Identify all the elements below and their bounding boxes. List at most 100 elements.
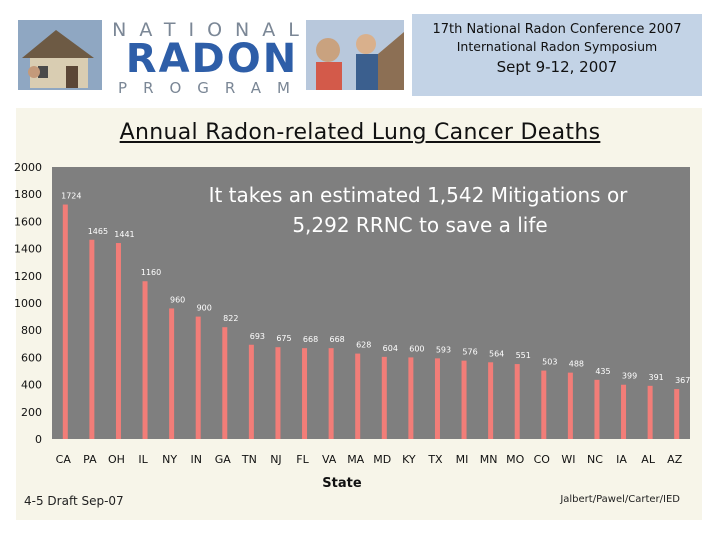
x-tick-label: TN <box>241 453 257 466</box>
x-tick-label: MA <box>347 453 364 466</box>
bar-mn <box>488 362 494 439</box>
x-tick-label: IA <box>616 453 627 466</box>
chart-title: Annual Radon-related Lung Cancer Deaths <box>119 120 601 145</box>
bar-va <box>328 348 334 439</box>
x-tick-label: IL <box>138 453 148 466</box>
data-label-nj: 675 <box>276 334 291 343</box>
data-label-in: 900 <box>197 304 212 313</box>
conference-dates: Sept 9-12, 2007 <box>496 58 618 76</box>
x-tick-label: NJ <box>270 453 281 466</box>
bar-ia <box>621 384 627 439</box>
chart-annotation-line2: 5,292 RRNC to save a life <box>292 213 547 237</box>
x-tick-label: CA <box>56 453 72 466</box>
bar-nc <box>594 379 600 439</box>
y-tick-label: 1000 <box>14 297 42 310</box>
data-label-fl: 668 <box>303 335 318 344</box>
bar-al <box>647 385 653 439</box>
x-tick-label: MO <box>506 453 524 466</box>
x-tick-label: MD <box>373 453 391 466</box>
footer-draft-note: 4-5 Draft Sep-07 <box>24 494 124 508</box>
bar-ky <box>408 357 414 439</box>
bar-ga <box>222 327 228 439</box>
bar-ny <box>169 308 175 439</box>
bar-in <box>195 316 201 439</box>
data-label-pa: 1465 <box>88 227 108 236</box>
data-label-va: 668 <box>329 335 344 344</box>
data-label-ky: 600 <box>409 344 424 353</box>
y-tick-label: 1400 <box>14 243 42 256</box>
x-tick-label: VA <box>322 453 337 466</box>
data-label-il: 1160 <box>141 268 161 277</box>
logo-main-text: RADON <box>126 36 298 82</box>
x-tick-label: AL <box>641 453 656 466</box>
bar-fl <box>302 348 308 439</box>
y-tick-label: 0 <box>35 433 42 446</box>
x-axis: CA PA OH IL NY IN GA TN NJ FL VA MA MD KY TX MI MN MO CO WI… <box>56 453 683 466</box>
bar-tx <box>434 358 440 439</box>
chart-annotation-line1: It takes an estimated 1,542 Mitigations … <box>209 183 629 207</box>
data-label-ga: 822 <box>223 314 238 323</box>
x-tick-label: MN <box>480 453 498 466</box>
conference-info-box: 17th National Radon Conference 2007 Inte… <box>412 14 702 96</box>
data-label-ia: 399 <box>622 372 637 381</box>
y-tick-label: 1200 <box>14 270 42 283</box>
bar-pa <box>89 239 95 439</box>
x-axis-label: State <box>322 476 362 491</box>
footer-authors: Jalbert/Pawel/Carter/IED <box>560 494 680 505</box>
x-tick-label: GA <box>215 453 232 466</box>
bar-oh <box>115 243 121 439</box>
bar-mi <box>461 360 467 439</box>
data-label-oh: 1441 <box>114 230 134 239</box>
y-tick-label: 800 <box>21 324 42 337</box>
x-tick-label: IN <box>190 453 201 466</box>
logo-bottom-text: PROGRAM <box>118 79 306 96</box>
data-label-az: 367 <box>675 376 690 385</box>
plot-area <box>52 167 690 439</box>
x-tick-label: KY <box>402 453 416 466</box>
data-label-mn: 564 <box>489 349 504 358</box>
data-label-tx: 593 <box>436 345 451 354</box>
x-tick-label: OH <box>108 453 125 466</box>
x-tick-label: AZ <box>667 453 683 466</box>
bar-il <box>142 281 148 439</box>
data-label-co: 503 <box>542 358 557 367</box>
symposium-name: International Radon Symposium <box>456 39 658 54</box>
data-label-md: 604 <box>383 344 398 353</box>
x-tick-label: MI <box>456 453 469 466</box>
data-label-mo: 551 <box>516 351 531 360</box>
bar-wi <box>567 372 573 439</box>
bar-ca <box>62 204 68 439</box>
data-label-ca: 1724 <box>61 192 81 201</box>
data-label-tn: 693 <box>250 332 265 341</box>
logo-top-text: NATIONAL <box>112 19 312 41</box>
y-tick-label: 200 <box>21 406 42 419</box>
y-axis: 0 200 400 600 800 1000 1200 1400 1600 1800 2000 <box>14 161 42 446</box>
data-label-ny: 960 <box>170 295 185 304</box>
bar-mo <box>514 364 520 439</box>
data-label-al: 391 <box>648 373 663 382</box>
x-tick-label: FL <box>296 453 309 466</box>
x-tick-label: CO <box>534 453 551 466</box>
y-tick-label: 1800 <box>14 188 42 201</box>
data-label-nc: 435 <box>595 367 610 376</box>
data-label-ma: 628 <box>356 341 371 350</box>
conference-name: 17th National Radon Conference 2007 <box>432 22 682 37</box>
x-tick-label: NC <box>587 453 603 466</box>
y-tick-label: 2000 <box>14 161 42 174</box>
x-tick-label: TX <box>427 453 443 466</box>
bar-md <box>381 356 387 439</box>
national-radon-program-logo: NATIONAL RADON PROGRAM <box>16 14 408 97</box>
bars-group: 1724 1465 1441 1160 960 900 822 693 675 668 668 628… <box>61 192 690 439</box>
y-tick-label: 600 <box>21 351 42 364</box>
bar-co <box>541 370 547 439</box>
x-tick-label: PA <box>83 453 97 466</box>
bar-ma <box>355 353 361 439</box>
data-label-wi: 488 <box>569 360 584 369</box>
y-tick-label: 400 <box>21 379 42 392</box>
bar-nj <box>275 347 281 439</box>
bar-tn <box>248 344 254 439</box>
bar-az <box>674 389 680 439</box>
x-tick-label: WI <box>561 453 575 466</box>
logo-graphic: NATIONAL RADON PROGRAM <box>18 19 404 97</box>
